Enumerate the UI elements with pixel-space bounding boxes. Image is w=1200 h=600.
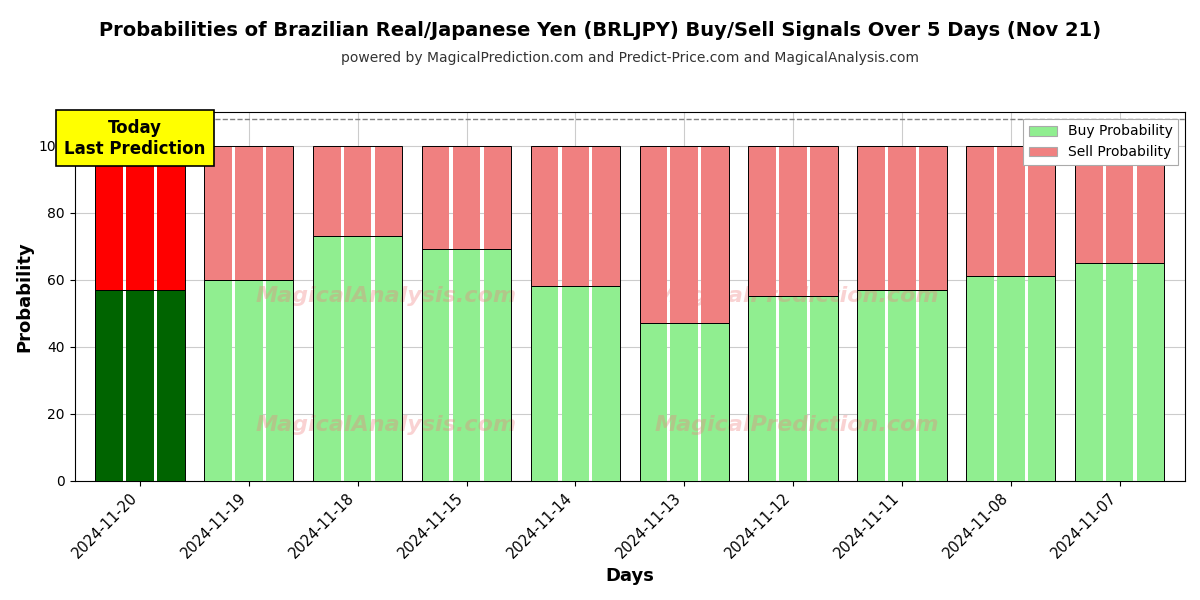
Text: Today
Last Prediction: Today Last Prediction — [64, 119, 205, 158]
Bar — [857, 146, 884, 290]
Bar — [919, 290, 947, 481]
Bar — [562, 146, 589, 286]
Bar — [313, 146, 341, 236]
Bar — [810, 296, 838, 481]
Bar — [810, 146, 838, 296]
Bar — [204, 146, 294, 280]
Bar — [919, 146, 947, 290]
Bar — [422, 146, 511, 250]
Bar — [266, 280, 294, 481]
Bar — [235, 280, 263, 481]
Bar — [779, 296, 806, 481]
Text: MagicalAnalysis.com: MagicalAnalysis.com — [256, 286, 516, 307]
Bar — [126, 146, 154, 290]
Bar — [1136, 146, 1164, 263]
Bar — [313, 146, 402, 236]
Bar — [857, 290, 884, 481]
Bar — [422, 250, 450, 481]
Bar — [1106, 146, 1134, 263]
Bar — [779, 146, 806, 296]
X-axis label: Days: Days — [605, 567, 654, 585]
Bar — [562, 286, 589, 481]
Text: MagicalPrediction.com: MagicalPrediction.com — [654, 286, 938, 307]
Bar — [888, 290, 916, 481]
Bar — [966, 276, 994, 481]
Bar — [530, 146, 620, 286]
Bar — [888, 146, 916, 290]
Bar — [1028, 276, 1056, 481]
Bar — [204, 280, 294, 481]
Bar — [452, 146, 480, 250]
Bar — [157, 146, 185, 290]
Bar — [452, 250, 480, 481]
Bar — [1106, 263, 1134, 481]
Bar — [640, 323, 667, 481]
Bar — [1075, 146, 1103, 263]
Bar — [593, 286, 620, 481]
Bar — [313, 236, 341, 481]
Bar — [671, 323, 698, 481]
Bar — [857, 146, 947, 290]
Bar — [1028, 146, 1056, 276]
Bar — [966, 146, 994, 276]
Bar — [701, 146, 728, 323]
Bar — [484, 146, 511, 250]
Bar — [701, 323, 728, 481]
Bar — [1075, 263, 1103, 481]
Bar — [204, 280, 232, 481]
Bar — [749, 146, 776, 296]
Bar — [235, 146, 263, 280]
Bar — [344, 146, 372, 236]
Bar — [204, 146, 232, 280]
Bar — [997, 276, 1025, 481]
Bar — [422, 146, 450, 250]
Bar — [966, 146, 1056, 276]
Bar — [1136, 263, 1164, 481]
Bar — [749, 296, 776, 481]
Text: MagicalPrediction.com: MagicalPrediction.com — [654, 415, 938, 436]
Y-axis label: Probability: Probability — [16, 241, 34, 352]
Bar — [157, 290, 185, 481]
Bar — [422, 250, 511, 481]
Bar — [593, 146, 620, 286]
Bar — [95, 290, 122, 481]
Bar — [1075, 146, 1164, 263]
Bar — [1075, 263, 1164, 481]
Bar — [95, 146, 122, 290]
Bar — [857, 290, 947, 481]
Bar — [640, 146, 728, 323]
Bar — [530, 146, 558, 286]
Bar — [530, 286, 620, 481]
Bar — [344, 236, 372, 481]
Bar — [997, 146, 1025, 276]
Bar — [749, 146, 838, 296]
Bar — [313, 236, 402, 481]
Bar — [484, 250, 511, 481]
Bar — [530, 286, 558, 481]
Text: MagicalAnalysis.com: MagicalAnalysis.com — [256, 415, 516, 436]
Title: powered by MagicalPrediction.com and Predict-Price.com and MagicalAnalysis.com: powered by MagicalPrediction.com and Pre… — [341, 51, 919, 65]
Bar — [374, 146, 402, 236]
Bar — [95, 290, 185, 481]
Legend: Buy Probability, Sell Probability: Buy Probability, Sell Probability — [1024, 119, 1178, 165]
Bar — [640, 146, 667, 323]
Text: Probabilities of Brazilian Real/Japanese Yen (BRLJPY) Buy/Sell Signals Over 5 Da: Probabilities of Brazilian Real/Japanese… — [98, 21, 1102, 40]
Bar — [671, 146, 698, 323]
Bar — [266, 146, 294, 280]
Bar — [640, 323, 728, 481]
Bar — [749, 296, 838, 481]
Bar — [126, 290, 154, 481]
Bar — [95, 146, 185, 290]
Bar — [966, 276, 1056, 481]
Bar — [374, 236, 402, 481]
